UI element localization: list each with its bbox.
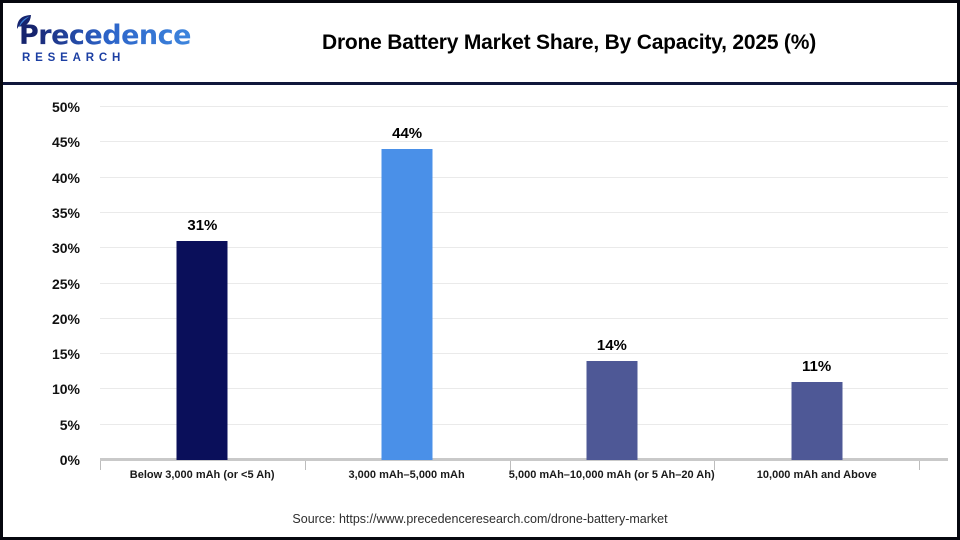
- gridline: [100, 176, 948, 178]
- brand-rest: recedence: [38, 19, 191, 51]
- brand-wordmark: Precedence: [17, 14, 209, 51]
- y-tick-label: 10%: [51, 381, 80, 398]
- y-tick-label: 25%: [51, 275, 80, 292]
- bar-3: [586, 361, 638, 460]
- y-tick-label: 15%: [51, 346, 80, 363]
- x-axis-tick: [714, 461, 716, 470]
- y-axis: 0% 5% 10% 15% 20% 25% 30% 35% 40% 45% 50%: [3, 99, 90, 468]
- leaf-icon: [17, 14, 31, 29]
- bars-layer: 31% 44% 14% 11%: [100, 107, 920, 470]
- plot-area: [100, 106, 948, 461]
- y-tick-label: 50%: [51, 99, 80, 115]
- value-label-4: 11%: [802, 358, 832, 376]
- value-label-2: 44%: [392, 125, 423, 143]
- y-tick-label: 20%: [51, 310, 80, 327]
- header-divider: [3, 82, 957, 85]
- bar-4: [791, 382, 843, 460]
- y-tick-label: 0%: [59, 452, 80, 468]
- gridline: [100, 211, 948, 213]
- y-tick-label: 5%: [59, 416, 80, 433]
- x-axis-tick: [919, 461, 920, 470]
- header: Precedence RESEARCH Drone Battery Market…: [3, 3, 957, 82]
- value-label-1: 31%: [187, 217, 218, 235]
- y-tick-label: 30%: [51, 240, 80, 257]
- title-area: Drone Battery Market Share, By Capacity,…: [209, 31, 957, 55]
- source-text: Source: https://www.precedenceresearch.c…: [292, 512, 668, 526]
- gridline: [100, 282, 948, 284]
- page-title: Drone Battery Market Share, By Capacity,…: [321, 30, 816, 54]
- bar-1: [176, 241, 228, 460]
- gridline: [100, 353, 948, 355]
- gridline: [100, 247, 948, 249]
- brand-initial: P: [19, 19, 39, 51]
- value-label-3: 14%: [596, 337, 627, 355]
- brand-logo: Precedence RESEARCH: [17, 14, 209, 64]
- x-axis-tick: [304, 461, 306, 470]
- category-label-2: 3,000 mAh–5,000 mAh: [348, 469, 465, 481]
- x-axis-tick: [100, 461, 101, 470]
- x-axis-labels: Below 3,000 mAh (or <5 Ah) 3,000 mAh–5,00…: [100, 469, 919, 481]
- category-label-3: 5,000 mAh–10,000 mAh (or 5 Ah–20 Ah): [508, 469, 715, 481]
- y-tick-label: 40%: [51, 169, 80, 186]
- y-tick-label: 45%: [51, 134, 80, 151]
- gridline: [100, 423, 948, 425]
- bar-chart: 0% 5% 10% 15% 20% 25% 30% 35% 40% 45% 50% 31% 44% 14…: [3, 85, 957, 537]
- gridline: [100, 141, 948, 143]
- category-label-1: Below 3,000 mAh (or <5 Ah): [129, 469, 275, 481]
- y-tick-label: 35%: [51, 204, 80, 221]
- gridline: [100, 388, 948, 390]
- category-label-4: 10,000 mAh and Above: [756, 469, 877, 481]
- bar-2: [381, 149, 433, 460]
- x-axis-line: [100, 458, 948, 461]
- gridline: [100, 317, 948, 319]
- brand-subtitle: RESEARCH: [22, 51, 126, 64]
- gridline: [100, 106, 948, 107]
- x-axis-tick: [509, 461, 511, 470]
